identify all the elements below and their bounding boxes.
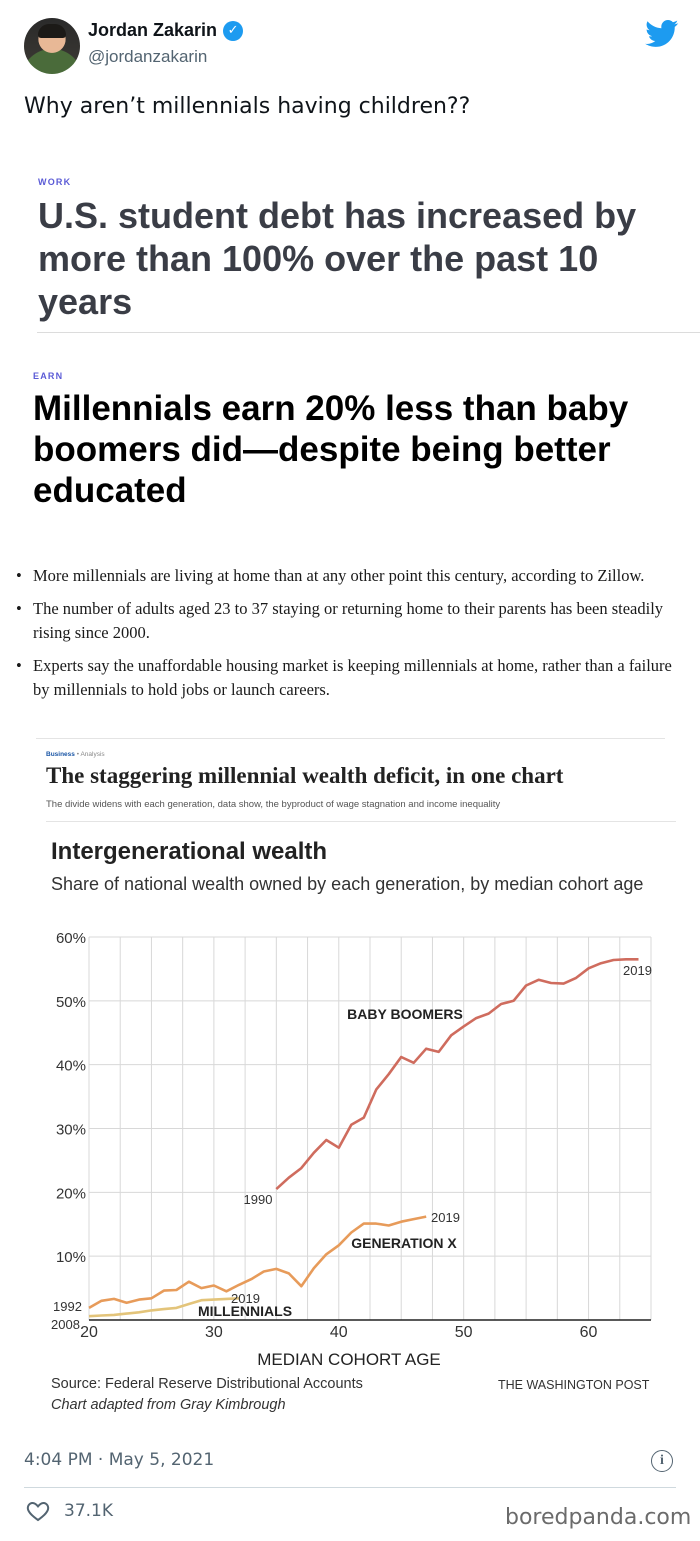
- heart-icon[interactable]: [26, 1500, 50, 1522]
- article2-bullets: More millennials are living at home than…: [16, 564, 686, 711]
- verified-badge-icon: ✓: [223, 20, 244, 41]
- y-tick-label: 60%: [56, 930, 86, 947]
- kicker-separator: •: [76, 751, 81, 758]
- bullet-item: Experts say the unaffordable housing mar…: [16, 654, 686, 702]
- x-tick-label: 60: [580, 1324, 598, 1341]
- x-axis-title: MEDIAN COHORT AGE: [257, 1350, 441, 1369]
- chart-title: Intergenerational wealth: [51, 838, 328, 865]
- tweet-timestamp[interactable]: 4:04 PM · May 5, 2021: [24, 1450, 215, 1470]
- avatar[interactable]: [24, 18, 80, 74]
- article1-kicker: WORK: [38, 177, 72, 187]
- avatar-hair: [38, 24, 66, 38]
- chart-credit: Chart adapted from Gray Kimbrough: [51, 1397, 286, 1413]
- divider: [36, 738, 665, 739]
- series-line-baby-boomers: [275, 958, 639, 1191]
- article3-headline: The staggering millennial wealth deficit…: [46, 763, 564, 788]
- kicker-section: Business: [46, 751, 75, 758]
- author-row: Jordan Zakarin ✓: [88, 20, 244, 41]
- series-label: GENERATION X: [351, 1235, 457, 1251]
- x-tick-label: 30: [205, 1324, 223, 1341]
- y-tick-label: 10%: [56, 1249, 86, 1266]
- x-tick-label: 50: [455, 1324, 473, 1341]
- bullet-item: The number of adults aged 23 to 37 stayi…: [16, 597, 686, 645]
- chart-publisher: THE WASHINGTON POST: [498, 1378, 650, 1392]
- divider: [37, 332, 700, 333]
- tweet-text: Why aren’t millennials having children??: [24, 94, 471, 119]
- article2-kicker: EARN: [33, 371, 64, 381]
- series-end-label: 2019: [431, 1210, 460, 1225]
- y-tick-label: 30%: [56, 1122, 86, 1139]
- series-start-label: 2008: [51, 1317, 80, 1332]
- like-count: 37.1K: [64, 1501, 113, 1521]
- chart-source: Source: Federal Reserve Distributional A…: [51, 1376, 363, 1392]
- article1-headline: U.S. student debt has increased by more …: [38, 195, 637, 322]
- series-line-millennials: [88, 1297, 239, 1318]
- author-name[interactable]: Jordan Zakarin: [88, 20, 218, 40]
- divider: [24, 1487, 676, 1488]
- series-end-label: 2019: [231, 1291, 260, 1306]
- series-label: BABY BOOMERS: [347, 1006, 463, 1022]
- info-icon[interactable]: i: [651, 1450, 673, 1472]
- x-tick-label: 20: [80, 1324, 98, 1341]
- series-end-label: 2019: [623, 963, 652, 978]
- twitter-bird-icon: [645, 20, 679, 47]
- y-tick-label: 40%: [56, 1058, 86, 1075]
- y-tick-label: 50%: [56, 994, 86, 1011]
- author-handle[interactable]: @jordanzakarin: [88, 47, 208, 66]
- series-label: MILLENNIALS: [198, 1303, 292, 1319]
- y-tick-label: 20%: [56, 1185, 86, 1202]
- watermark: boredpanda.com: [505, 1505, 692, 1530]
- divider: [46, 821, 676, 822]
- article3-kicker: Business • Analysis: [46, 751, 105, 758]
- series-start-label: 1992: [53, 1299, 82, 1314]
- kicker-sub: Analysis: [80, 751, 105, 758]
- article2-headline: Millennials earn 20% less than baby boom…: [33, 389, 629, 510]
- chart-subtitle: Share of national wealth owned by each g…: [51, 874, 644, 894]
- wealth-line-chart: 10% 20% 30% 40% 50% 60% 20 30 40 50 60 MEDIAN COHOR…: [51, 930, 652, 1369]
- series-line-generation-x: [88, 1215, 427, 1310]
- article3-dek: The divide widens with each generation, …: [46, 799, 501, 810]
- series-start-label: 1990: [244, 1192, 273, 1207]
- x-tick-label: 40: [330, 1324, 348, 1341]
- bullet-item: More millennials are living at home than…: [16, 564, 686, 588]
